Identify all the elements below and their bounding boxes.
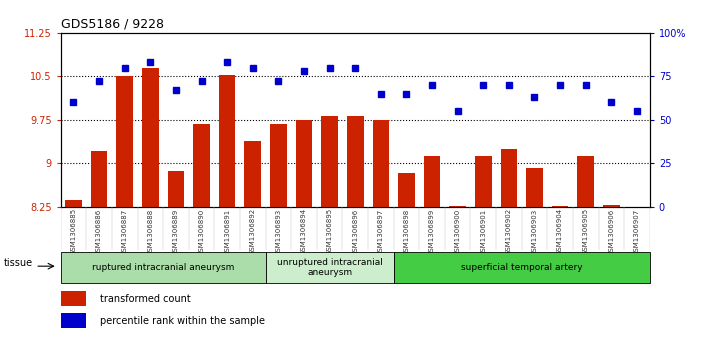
Bar (142, 68, 159, 207)
FancyBboxPatch shape (61, 252, 266, 283)
Bar (552, 206, 568, 207)
Bar (501, 149, 517, 207)
Bar (218, 75, 236, 207)
Bar (578, 156, 594, 207)
Text: unruptured intracranial
aneurysm: unruptured intracranial aneurysm (276, 258, 383, 277)
Bar (321, 116, 338, 207)
FancyBboxPatch shape (393, 252, 650, 283)
Bar (244, 141, 261, 207)
Text: tissue: tissue (4, 258, 34, 268)
Bar (423, 156, 441, 207)
FancyBboxPatch shape (266, 252, 393, 283)
Bar (526, 168, 543, 207)
Bar (347, 116, 363, 207)
Bar (168, 171, 184, 207)
Text: percentile rank within the sample: percentile rank within the sample (100, 316, 265, 326)
Bar (65, 200, 82, 207)
Bar (193, 124, 210, 207)
Bar (116, 76, 133, 207)
Text: transformed count: transformed count (100, 294, 191, 304)
Bar (296, 120, 312, 207)
Bar (61, 291, 86, 306)
Bar (449, 206, 466, 207)
Bar (373, 120, 389, 207)
Text: ruptured intracranial aneurysm: ruptured intracranial aneurysm (92, 263, 234, 272)
Bar (61, 313, 86, 328)
Bar (475, 156, 492, 207)
Bar (91, 151, 107, 207)
Bar (398, 173, 415, 207)
Bar (270, 125, 287, 207)
Bar (603, 205, 620, 207)
Text: superficial temporal artery: superficial temporal artery (461, 263, 583, 272)
Text: GDS5186 / 9228: GDS5186 / 9228 (61, 17, 164, 30)
